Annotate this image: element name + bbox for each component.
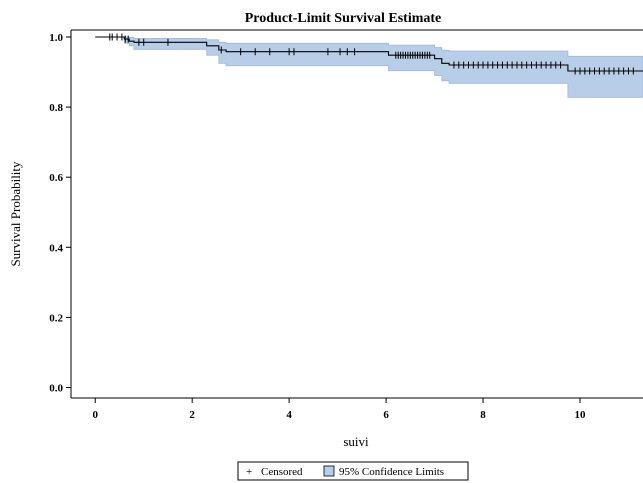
y-tick-label: 1.0 [49, 32, 63, 44]
legend: + Censored 95% Confidence Limits [238, 462, 468, 480]
x-tick-label: 0 [92, 409, 98, 421]
y-tick-label: 0.4 [49, 242, 63, 254]
plot-area [71, 30, 643, 398]
y-tick-label: 0.2 [49, 312, 63, 324]
y-axis-label: Survival Probability [8, 161, 23, 267]
y-tick-label: 0.0 [49, 382, 63, 394]
x-tick-label: 10 [574, 409, 586, 421]
x-axis-label: suivi [343, 434, 369, 449]
chart-title: Product-Limit Survival Estimate [245, 11, 442, 26]
y-tick-label: 0.8 [49, 102, 63, 114]
x-tick-label: 4 [286, 409, 292, 421]
x-tick-label: 8 [480, 409, 486, 421]
legend-ci-swatch [324, 466, 334, 476]
y-axis: 0.0 0.2 0.4 0.6 0.8 1.0 [49, 32, 71, 394]
x-tick-label: 2 [189, 409, 195, 421]
legend-ci-label: 95% Confidence Limits [339, 466, 444, 478]
legend-censored-label: Censored [261, 466, 303, 478]
x-tick-label: 6 [383, 409, 389, 421]
y-tick-label: 0.6 [49, 172, 63, 184]
x-axis: 0 2 4 6 8 10 [92, 398, 585, 421]
legend-censored-marker: + [246, 466, 252, 478]
